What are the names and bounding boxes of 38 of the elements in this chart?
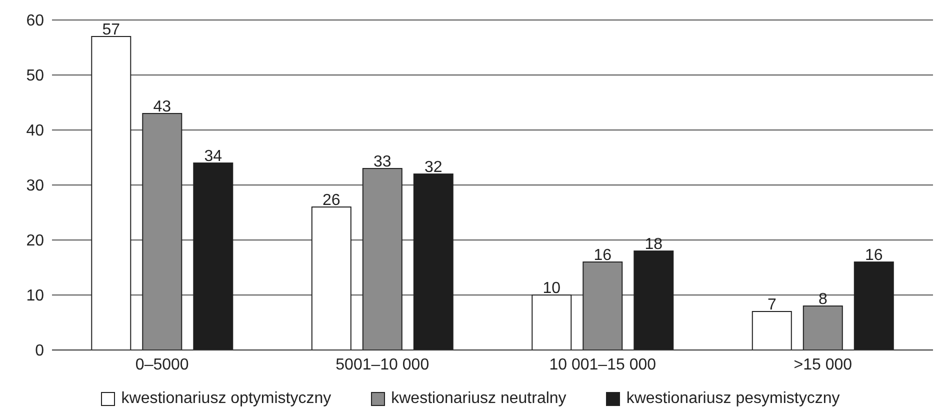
bar bbox=[142, 113, 182, 350]
data-label: 7 bbox=[767, 296, 776, 314]
data-label: 57 bbox=[102, 22, 120, 38]
y-tick-label: 50 bbox=[26, 68, 44, 85]
data-label: 8 bbox=[818, 291, 828, 308]
x-tick-label: 0–5000 bbox=[135, 356, 189, 374]
bar bbox=[311, 206, 352, 350]
bar bbox=[752, 311, 792, 350]
bar bbox=[362, 168, 402, 350]
y-tick-label: 60 bbox=[26, 12, 44, 30]
y-tick-label: 20 bbox=[26, 232, 44, 250]
y-tick-label: 10 bbox=[26, 288, 44, 305]
bar bbox=[532, 294, 572, 350]
y-tick-label: 40 bbox=[26, 122, 44, 140]
data-label: 10 bbox=[542, 280, 561, 297]
data-label: 34 bbox=[204, 148, 222, 165]
data-label: 16 bbox=[864, 247, 883, 264]
y-tick-label: 30 bbox=[26, 178, 44, 195]
x-tick-label: >15 000 bbox=[794, 356, 852, 374]
data-label: 43 bbox=[153, 98, 172, 116]
bar bbox=[413, 174, 454, 350]
x-tick-label: 10 001–15 000 bbox=[549, 356, 656, 374]
bar bbox=[802, 306, 843, 350]
bar bbox=[193, 162, 234, 350]
legend-label: kwestionariusz pesymistyczny bbox=[626, 390, 840, 408]
legend-label: kwestionariusz optymistyczny bbox=[121, 390, 332, 408]
data-label: 33 bbox=[373, 154, 392, 170]
bar bbox=[854, 262, 894, 350]
legend-label: kwestionariusz neutralny bbox=[391, 390, 566, 408]
x-tick-label: 5001–10 000 bbox=[336, 356, 430, 374]
y-tick-label: 0 bbox=[35, 342, 44, 360]
data-label: 16 bbox=[594, 247, 612, 264]
bar bbox=[91, 36, 132, 350]
bar bbox=[582, 262, 623, 350]
bar bbox=[634, 250, 674, 350]
data-label: 26 bbox=[322, 192, 340, 209]
data-label: 18 bbox=[644, 236, 663, 253]
data-label: 32 bbox=[424, 159, 442, 176]
